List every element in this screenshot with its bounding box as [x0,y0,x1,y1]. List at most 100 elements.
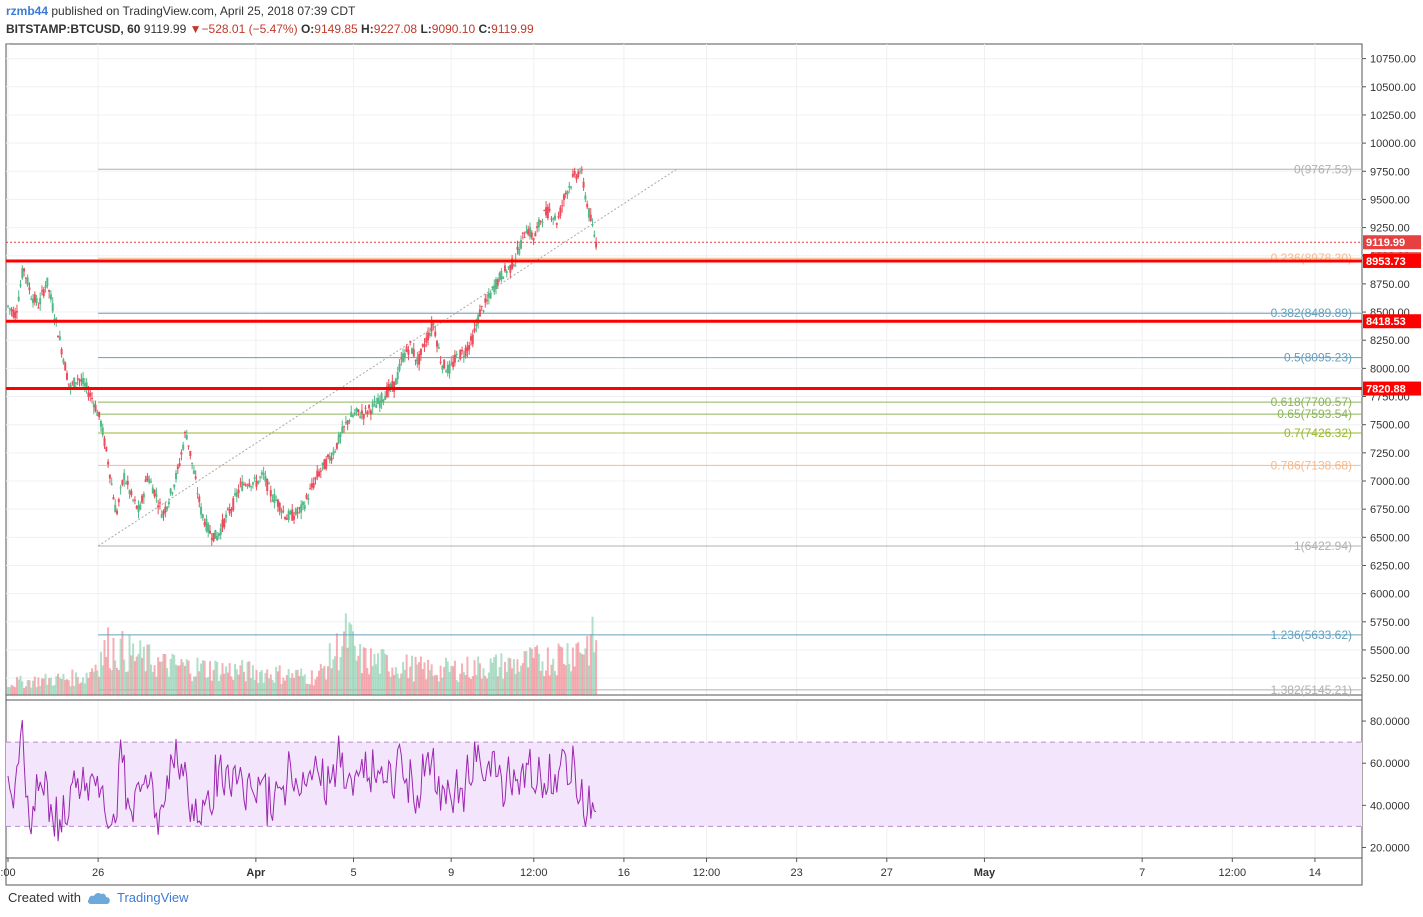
candle-body [8,308,11,310]
volume-bar [339,657,342,695]
candle-body [46,277,49,287]
tradingview-brand[interactable]: TradingView [116,890,189,905]
high-label: H: [361,22,374,36]
price-axis[interactable]: 10750.00 10500.00 10250.00 10000.00 9750.00 9… [1362,54,1421,685]
candle-body [486,299,489,301]
volume-bar [437,681,440,695]
candle-body [334,451,337,453]
candle-body [511,258,514,269]
candle-body [568,185,571,188]
volume-bar [402,661,405,695]
candle-body [416,357,419,364]
candle-body [441,365,444,370]
candle-body [455,354,458,356]
volume-bar [482,668,485,695]
candle-body [539,220,542,222]
low-label: L: [420,22,432,36]
candle-body [520,240,523,249]
rsi-tick-label: 60.0000 [1370,758,1410,770]
time-axis[interactable]: :00 26 Apr 5 9 12:00 16 12:00 23 27 May 7 12:00 14 [0,858,1321,879]
candle-body [192,470,195,474]
volume-bar [126,671,129,695]
volume-bar [543,676,546,695]
volume-bar [282,677,285,695]
candle-body [26,277,29,286]
candle-body [516,246,519,250]
candle-body [593,234,596,237]
candle-body [14,311,17,318]
candle-body [241,481,244,491]
close-value: 9119.99 [491,22,534,36]
candle-body [108,474,111,479]
candle-body [266,478,269,491]
volume-bar [595,640,598,695]
candle-body [523,236,526,238]
volume-bar [436,675,439,695]
candle-body [393,381,396,392]
fib-level-label: 1(6422.94) [1294,539,1352,553]
candle-body [150,481,153,483]
volume-bar [298,675,301,695]
time-tick-label: 7 [1139,867,1145,879]
volume-bar [294,670,297,695]
candle-body [82,377,85,385]
candle-body [546,206,549,219]
volume-bar [289,678,292,695]
volume-bar [87,677,90,695]
price-tick-label: 6500.00 [1370,532,1410,544]
volume-bar [432,675,435,695]
volume-bar [142,646,145,695]
volume-bar [584,648,587,695]
volume-bar [235,669,238,695]
candle-body [221,519,224,528]
support-lines[interactable] [6,241,1362,391]
candle-body [200,506,203,515]
candle-body [248,483,251,487]
candle-body [276,499,279,507]
candle-body [216,536,219,541]
candle-body [352,415,355,417]
volume-bar [579,652,582,695]
volume-bar [387,671,390,695]
volume-bar [305,683,308,695]
candle-body [303,505,306,510]
volume-bar [230,676,233,695]
volume-bar [208,661,211,695]
volume-bar [301,676,304,695]
volume-bar [405,654,408,695]
candle-body [155,494,158,498]
volume-bar [176,665,179,695]
volume-bar [146,644,149,695]
volume-bar [44,673,47,695]
fib-retracement[interactable]: 0(9767.53) 0.236(8978.30) 0.382(8489.89) 0.… [97,162,1362,697]
volume-bar [160,661,163,695]
candle-body [250,486,253,488]
volume-bar [360,673,363,695]
candle-body [71,382,74,384]
candle-body [78,379,81,381]
volume-bar [255,669,258,695]
rsi-pane[interactable]: 80.0000 60.0000 40.0000 20.0000 [6,716,1410,854]
fib-trend-line[interactable] [97,168,677,547]
publish-line: rzmb44 published on TradingView.com, Apr… [6,4,355,18]
volume-bar [323,665,326,695]
volume-bar [119,638,122,695]
candle-body [493,285,496,293]
grid-lines [6,44,1362,859]
volume-bar [321,668,324,695]
volume-bar [570,671,573,695]
volume-bar [587,665,590,695]
volume-bar [110,670,113,695]
price-tick-label: 9750.00 [1370,166,1410,178]
volume-bar [244,681,247,695]
candle-body [587,208,590,218]
candle-body [33,294,36,303]
candle-body [373,400,376,402]
author-name[interactable]: rzmb44 [6,4,49,18]
volume-bar [237,674,240,695]
candle-body [262,472,265,476]
volume-bar [346,647,349,695]
volume-bar [500,653,503,695]
candle-body [301,501,304,506]
